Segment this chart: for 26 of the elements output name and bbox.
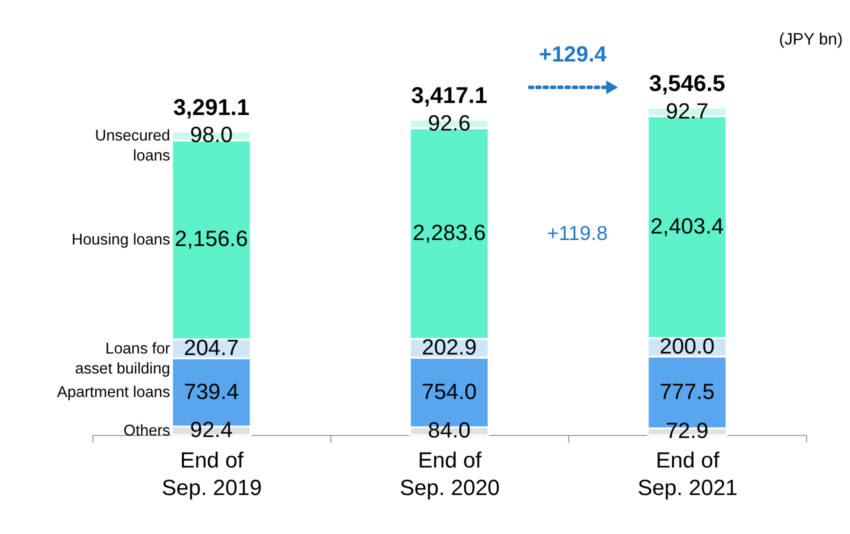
data-label: 202.9 [422,334,477,360]
data-label: 200.0 [660,334,715,359]
data-label: 92.6 [428,110,471,136]
series-label: Others [124,422,170,440]
x-tick-label: End of Sep. 2021 [638,447,738,500]
data-label: 777.5 [660,378,715,404]
total-label: 3,291.1 [173,94,250,120]
annotation: +119.8 [547,223,608,246]
total-label: 3,417.1 [411,82,488,108]
data-label: 204.7 [184,335,239,360]
data-label: 754.0 [422,378,477,404]
data-label: 2,156.6 [174,226,248,252]
total-label: 3,546.5 [648,70,726,96]
data-label: 2,403.4 [650,214,724,239]
series-label: Loans for asset building [75,340,170,378]
series-label: Unsecured loans [94,127,170,165]
x-tick-label: End of Sep. 2019 [162,447,262,500]
text: (JPY bn) [778,30,843,48]
data-label: 98.0 [190,122,233,148]
text: +129.4 [538,42,608,67]
series-label: Apartment loans [56,384,170,401]
data-label: 2,283.6 [412,220,486,245]
x-tick-label: End of Sep. 2020 [400,447,500,500]
series-label: Housing loans [72,231,170,248]
data-label: 739.4 [184,378,239,404]
data-label: 92.7 [666,98,708,124]
